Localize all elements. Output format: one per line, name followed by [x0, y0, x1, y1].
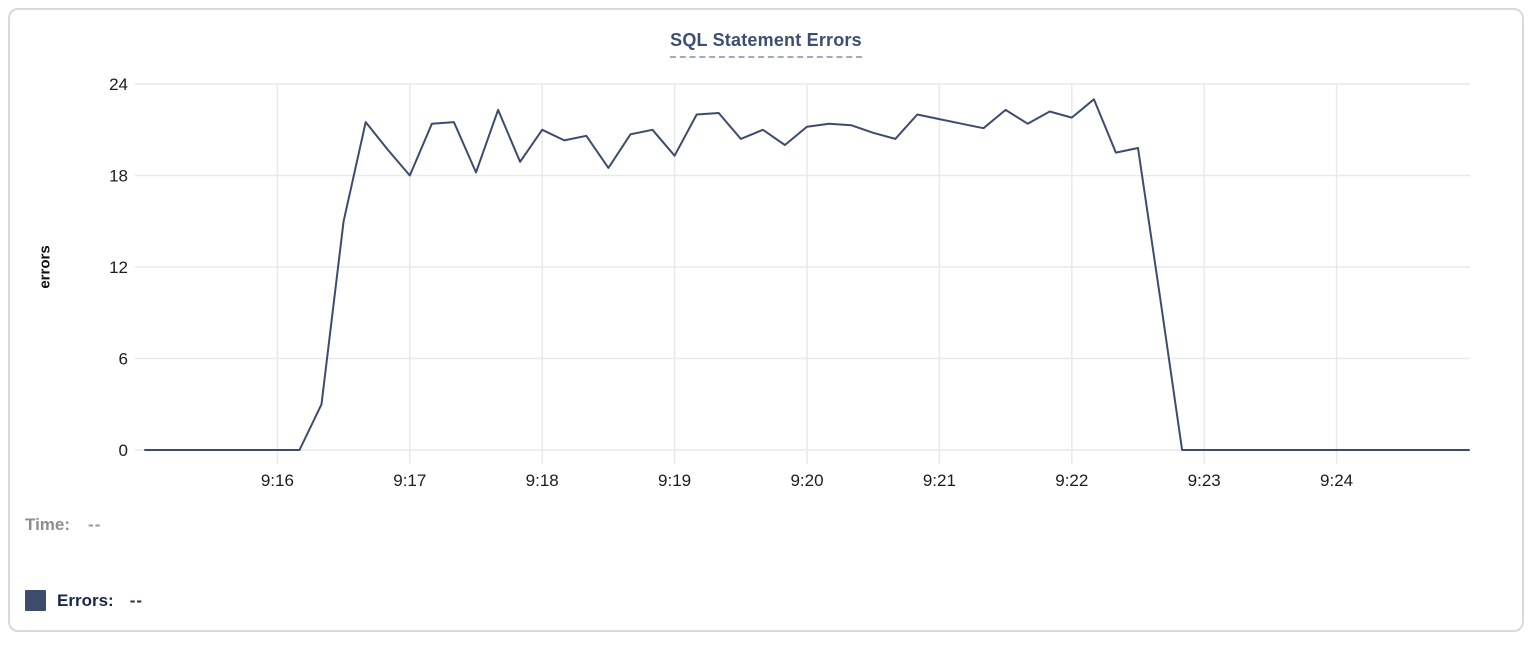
y-tick-label: 6: [119, 350, 128, 369]
chart-title-link[interactable]: SQL Statement Errors: [670, 30, 862, 58]
chart-card: SQL Statement Errors errors 9:16 9:17 9:18…: [8, 8, 1524, 632]
x-tick-label: 9:23: [1188, 471, 1221, 490]
errors-line-chart[interactable]: 9:16 9:17 9:18 9:19 9:20 9:21 9:22 9:23 9:24 0 6 12…: [10, 10, 1522, 510]
y-tick-label: 12: [109, 258, 128, 277]
x-tick-label: 9:19: [658, 471, 691, 490]
legend-errors-label: Errors:: [57, 590, 114, 610]
legend-errors-row: Errors: --: [25, 590, 143, 611]
x-tick-label: 9:18: [526, 471, 559, 490]
x-tick-label: 9:24: [1320, 471, 1353, 490]
errors-series-line: [144, 98, 1470, 451]
x-tick-label: 9:20: [790, 471, 823, 490]
errors-series-swatch: [25, 590, 46, 611]
x-tick-label: 9:22: [1055, 471, 1088, 490]
tooltip-time-row: Time: --: [25, 515, 101, 535]
y-axis-title: errors: [36, 245, 54, 289]
y-tick-label: 24: [109, 75, 128, 94]
tooltip-time-label: Time:: [25, 515, 71, 534]
x-tick-label: 9:21: [923, 471, 956, 490]
y-tick-label: 0: [119, 441, 128, 460]
legend-errors-value: --: [129, 590, 144, 610]
chart-header: SQL Statement Errors: [10, 30, 1522, 58]
y-tick-label: 18: [109, 167, 128, 186]
x-tick-label: 9:16: [261, 471, 294, 490]
tooltip-time-value: --: [88, 515, 102, 534]
x-tick-label: 9:17: [393, 471, 426, 490]
